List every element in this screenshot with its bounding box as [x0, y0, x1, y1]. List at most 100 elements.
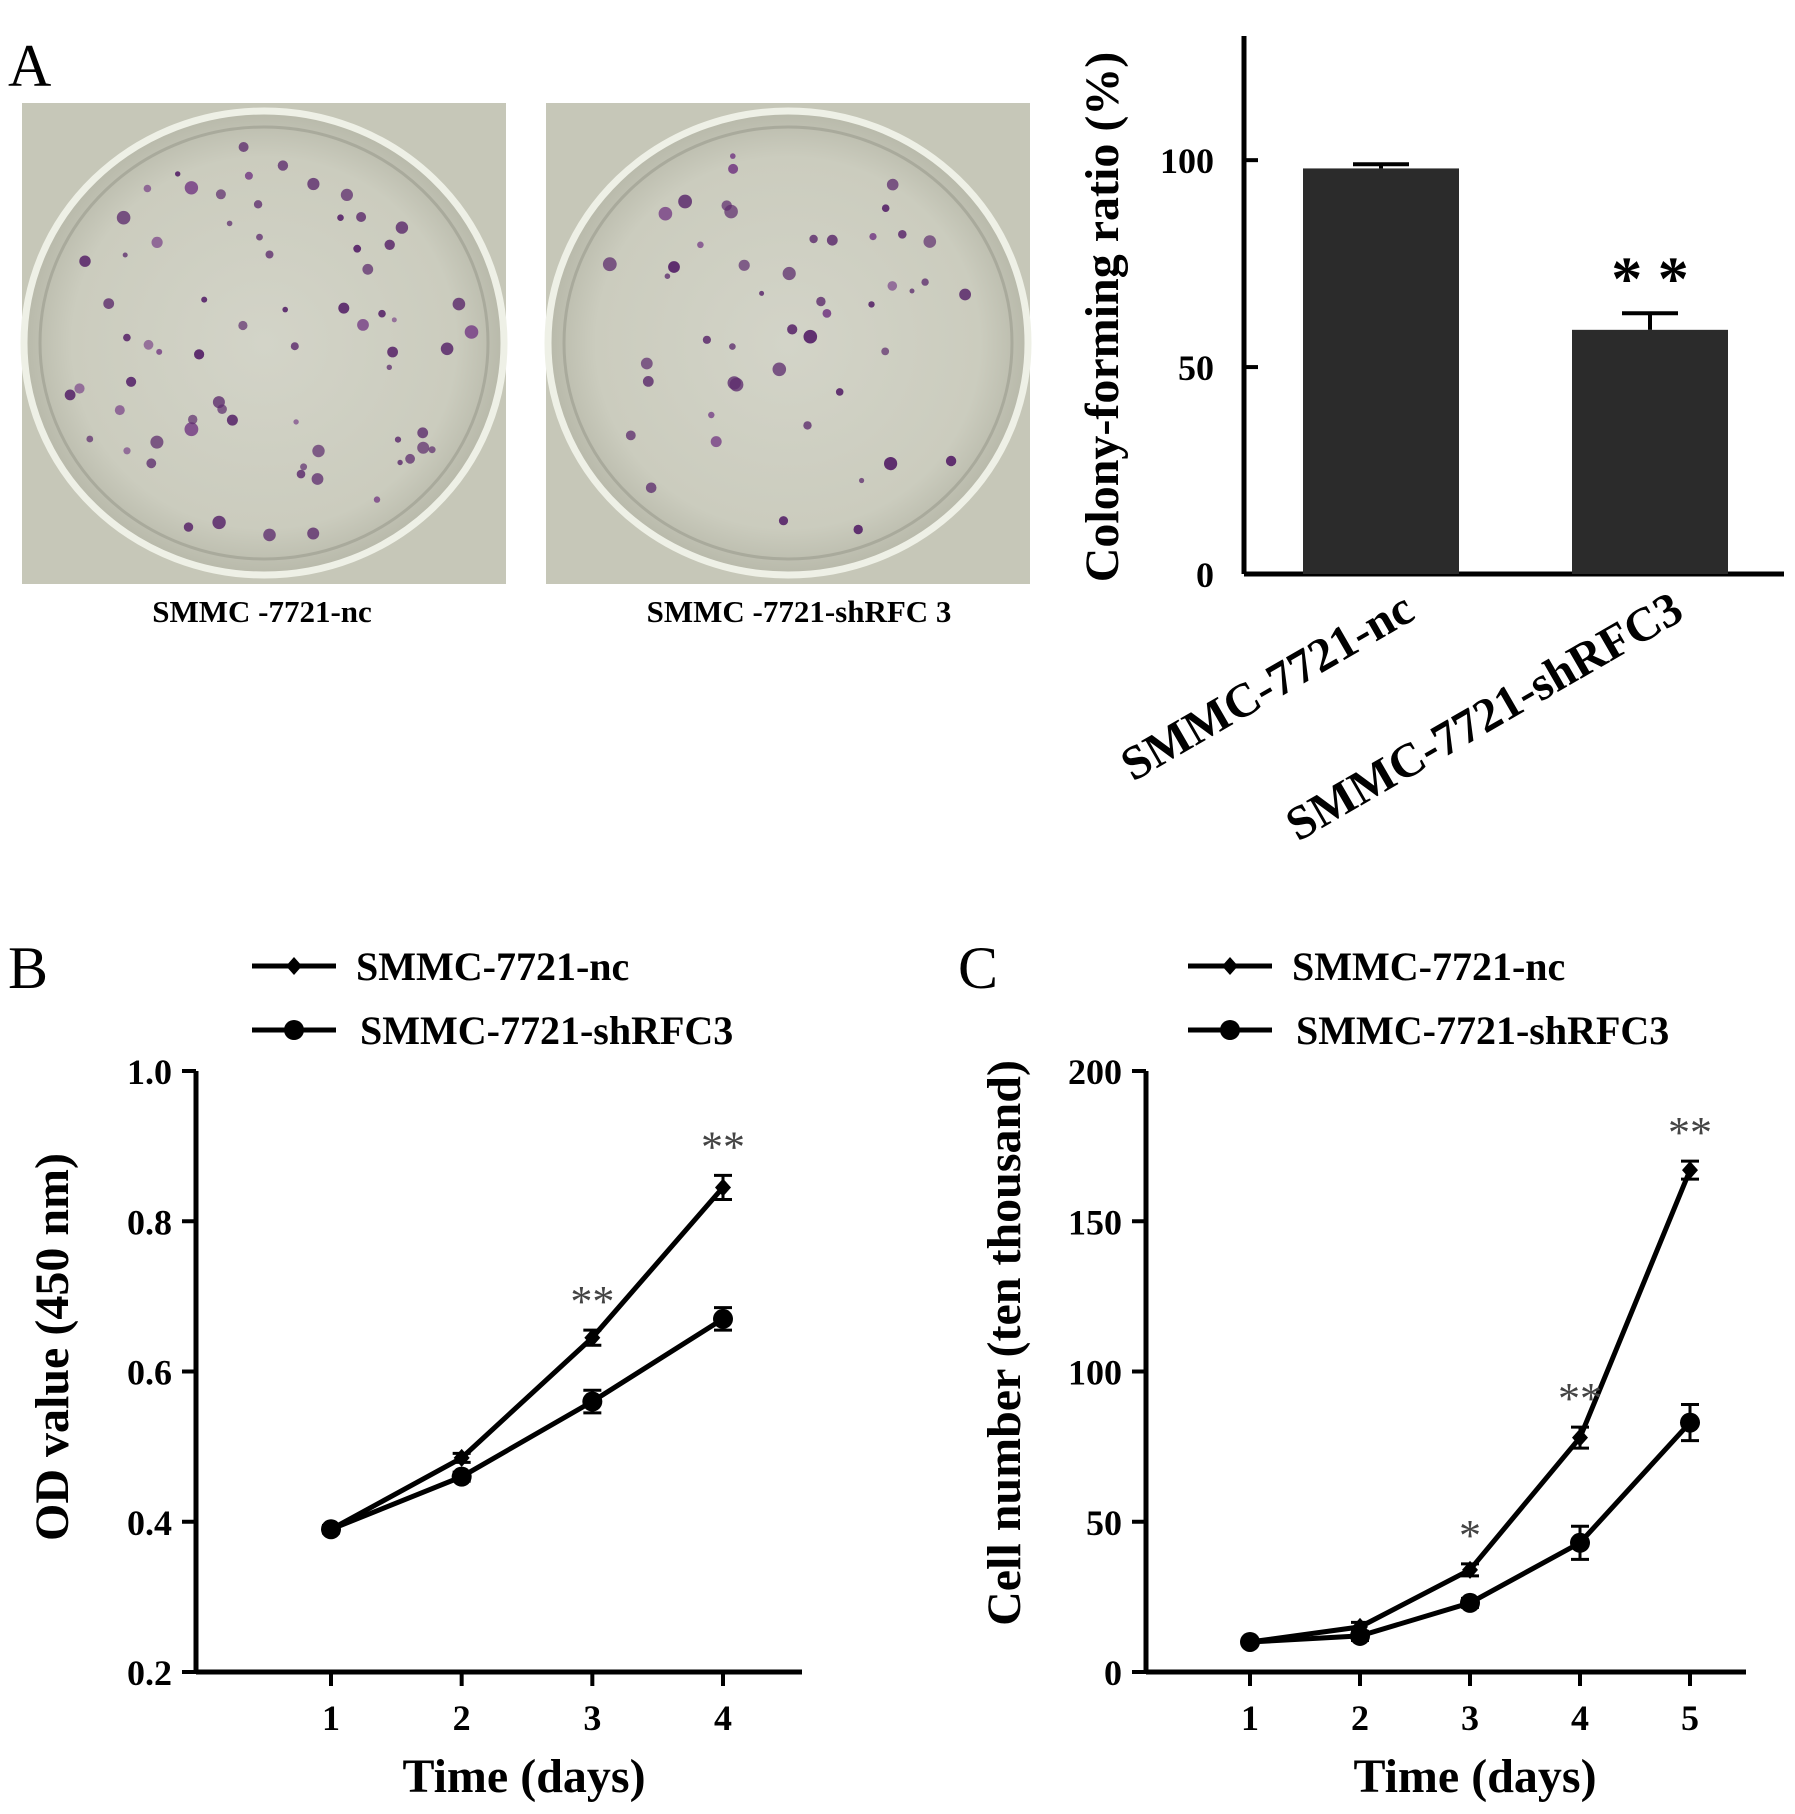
colony-dot — [826, 234, 838, 246]
bar — [1303, 168, 1459, 574]
colony-dot — [300, 463, 308, 471]
colony-dot — [394, 436, 402, 443]
panel-letter-b: B — [8, 935, 48, 1001]
data-point — [582, 1391, 603, 1412]
colony-dot — [898, 230, 907, 239]
bar — [1572, 329, 1728, 574]
colony-dot — [710, 436, 722, 448]
colony-dot — [116, 210, 131, 225]
colony-dot — [859, 477, 865, 484]
y-tick-label: 100 — [1160, 141, 1214, 181]
y-tick-label: 50 — [1086, 1503, 1122, 1543]
colony-dot — [721, 200, 732, 211]
colony-dot — [238, 142, 249, 152]
y-tick-label: 0.4 — [127, 1503, 172, 1543]
colony-dot — [290, 342, 299, 351]
colony-dot — [822, 309, 832, 318]
x-tick-label: 2 — [1351, 1698, 1369, 1738]
y-tick-label: 200 — [1068, 1052, 1122, 1092]
colony-dot — [238, 320, 248, 331]
colony-dot — [362, 263, 374, 275]
y-axis-label: OD value (450 nm) — [26, 1153, 79, 1541]
data-point — [1570, 1532, 1590, 1553]
significance-marker: ** — [570, 1277, 614, 1326]
colony-dot — [417, 427, 429, 439]
colony-dot — [395, 221, 409, 234]
x-tick-label: 2 — [453, 1698, 471, 1738]
colony-dot — [886, 178, 899, 191]
y-tick-label: 0.2 — [127, 1653, 172, 1693]
x-axis-label: Time (days) — [1353, 1750, 1596, 1803]
colony-dot — [384, 239, 395, 250]
significance-marker: ** — [1668, 1108, 1712, 1157]
data-point — [1682, 1161, 1698, 1180]
colony-dot — [146, 458, 157, 469]
colony-dot — [869, 233, 877, 241]
colony-dot — [156, 348, 163, 355]
od-line-chart: OD value (450 nm) Time (days) 0.2 0.4 0.6 0… — [26, 944, 802, 1803]
photo-caption-shrfc3: SMMC -7721-shRFC 3 — [647, 594, 952, 629]
colony-dot — [759, 290, 765, 296]
colony-dot — [356, 212, 367, 222]
colony-dot — [151, 236, 163, 248]
colony-dot — [881, 204, 890, 212]
colony-dot — [150, 435, 164, 449]
colony-dot — [378, 309, 386, 318]
colony-dot — [909, 288, 915, 294]
colony-dot — [126, 376, 137, 387]
colony-dot — [143, 339, 154, 350]
data-point — [1680, 1412, 1700, 1433]
colony-dot — [64, 389, 76, 401]
colony-dot — [307, 177, 320, 191]
significance-marker: * — [1459, 1511, 1481, 1560]
colony-dot — [405, 453, 415, 464]
colony-dot — [215, 189, 226, 200]
colony-dot — [428, 446, 436, 454]
x-tick-label: 1 — [1241, 1698, 1259, 1738]
colony-dot — [337, 214, 344, 221]
colony-dot — [123, 333, 131, 342]
y-tick-label: 0.8 — [127, 1202, 172, 1242]
colony-photo-nc — [20, 103, 508, 584]
data-point — [715, 1178, 731, 1197]
x-tick-label: 4 — [714, 1698, 732, 1738]
x-axis-label: Time (days) — [402, 1750, 645, 1803]
colony-dot — [738, 259, 750, 271]
colony-dot — [884, 457, 898, 471]
colony-dot — [642, 376, 654, 387]
colony-photo-shrfc3 — [544, 103, 1032, 584]
colony-dot — [143, 184, 152, 193]
legend-marker — [284, 1020, 304, 1040]
colony-dot — [194, 349, 205, 360]
colony-dot — [881, 347, 890, 356]
colony-dot — [772, 362, 787, 377]
colony-dot — [103, 298, 115, 309]
colony-dot — [625, 430, 636, 441]
colony-dot — [293, 419, 299, 425]
colony-dot — [440, 342, 454, 356]
y-tick-label: 50 — [1178, 348, 1214, 388]
colony-dot — [263, 528, 276, 542]
y-tick-label: 1.0 — [127, 1052, 172, 1092]
colony-dot — [945, 455, 957, 467]
colony-dot — [307, 527, 320, 540]
colony-dot — [835, 388, 844, 396]
colony-dot — [265, 250, 274, 259]
colony-dot — [452, 297, 466, 311]
x-tick-label: 3 — [583, 1698, 601, 1738]
colony-dot — [959, 288, 971, 301]
y-axis-label: Colony-forming ratio (%) — [1076, 52, 1129, 583]
colony-dot — [212, 396, 225, 409]
colony-dot — [464, 325, 479, 339]
colony-dot — [678, 194, 692, 209]
colony-dot — [373, 496, 381, 503]
colony-dot — [782, 266, 796, 281]
panel-letter-a: A — [8, 33, 51, 99]
colony-dot — [778, 516, 789, 526]
colony-dot — [658, 206, 673, 221]
colony-dot — [244, 171, 253, 180]
colony-dot — [787, 324, 798, 335]
colony-dot — [183, 522, 194, 532]
colony-dot — [277, 160, 289, 171]
